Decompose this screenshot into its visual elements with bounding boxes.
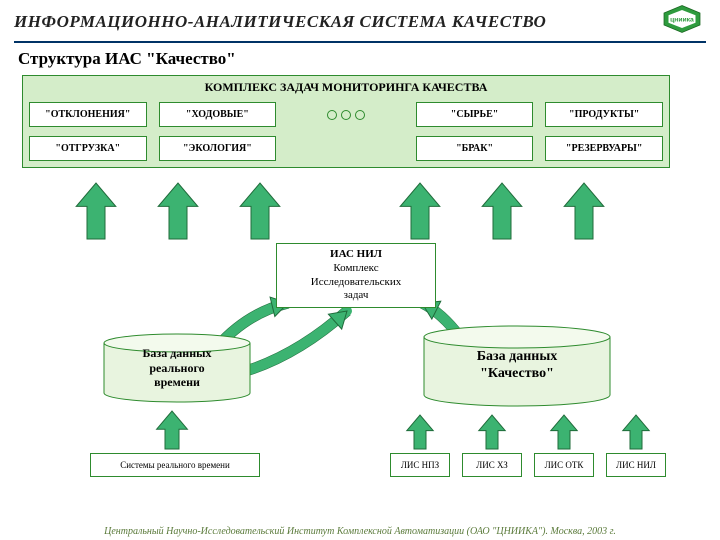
footer: Центральный Научно-Исследовательский Инс…: [0, 526, 720, 537]
cell-produkty: "ПРОДУКТЫ": [545, 102, 663, 127]
cell-empty: [288, 136, 404, 161]
cell-ekologiya: "ЭКОЛОГИЯ": [159, 136, 277, 161]
page-title: ИНФОРМАЦИОННО-АНАЛИТИЧЕСКАЯ СИСТЕМА КАЧЕ…: [14, 12, 546, 32]
cell-hodovye: "ХОДОВЫЕ": [159, 102, 277, 127]
ellipsis-dot: [341, 110, 351, 120]
realtime-systems: Системы реального времени: [90, 453, 260, 477]
ias-nil-line: Комплекс: [283, 262, 429, 276]
cell-dots: [288, 102, 404, 127]
ellipsis-dot: [355, 110, 365, 120]
db-realtime: База данных реального времени: [102, 333, 252, 403]
row-1: "ОТКЛОНЕНИЯ" "ХОДОВЫЕ" "СЫРЬЕ" "ПРОДУКТЫ…: [23, 99, 669, 133]
diagram: КОМПЛЕКС ЗАДАЧ МОНИТОРИНГА КАЧЕСТВА "ОТК…: [22, 75, 698, 515]
ias-nil-line: задач: [283, 289, 429, 303]
subtitle: Структура ИАС "Качество": [0, 49, 720, 75]
monitoring-header: КОМПЛЕКС ЗАДАЧ МОНИТОРИНГА КАЧЕСТВА: [23, 76, 669, 99]
logo: цниика: [658, 4, 706, 39]
db-quality-label: База данных "Качество": [422, 325, 612, 407]
cell-otkloneniya: "ОТКЛОНЕНИЯ": [29, 102, 147, 127]
ias-nil-box: ИАС НИЛ Комплекс Исследовательских задач: [276, 243, 436, 308]
cell-brak: "БРАК": [416, 136, 534, 161]
db-quality: База данных "Качество": [422, 325, 612, 407]
ias-nil-line: Исследовательских: [283, 276, 429, 290]
cell-syrye: "СЫРЬЕ": [416, 102, 534, 127]
lis-otk: ЛИС ОТК: [534, 453, 594, 477]
lis-npz: ЛИС НПЗ: [390, 453, 450, 477]
db-realtime-label: База данных реального времени: [102, 333, 252, 403]
lis-hz: ЛИС ХЗ: [462, 453, 522, 477]
cell-rezervuary: "РЕЗЕРВУАРЫ": [545, 136, 663, 161]
monitoring-block: КОМПЛЕКС ЗАДАЧ МОНИТОРИНГА КАЧЕСТВА "ОТК…: [22, 75, 670, 168]
lis-nil: ЛИС НИЛ: [606, 453, 666, 477]
cell-otgruzka: "ОТГРУЗКА": [29, 136, 147, 161]
row-2: "ОТГРУЗКА" "ЭКОЛОГИЯ" "БРАК" "РЕЗЕРВУАРЫ…: [23, 133, 669, 167]
header-rule: [14, 41, 706, 43]
ias-nil-title: ИАС НИЛ: [283, 248, 429, 262]
ellipsis-dot: [327, 110, 337, 120]
svg-text:цниика: цниика: [670, 16, 694, 23]
header: ИНФОРМАЦИОННО-АНАЛИТИЧЕСКАЯ СИСТЕМА КАЧЕ…: [0, 0, 720, 41]
